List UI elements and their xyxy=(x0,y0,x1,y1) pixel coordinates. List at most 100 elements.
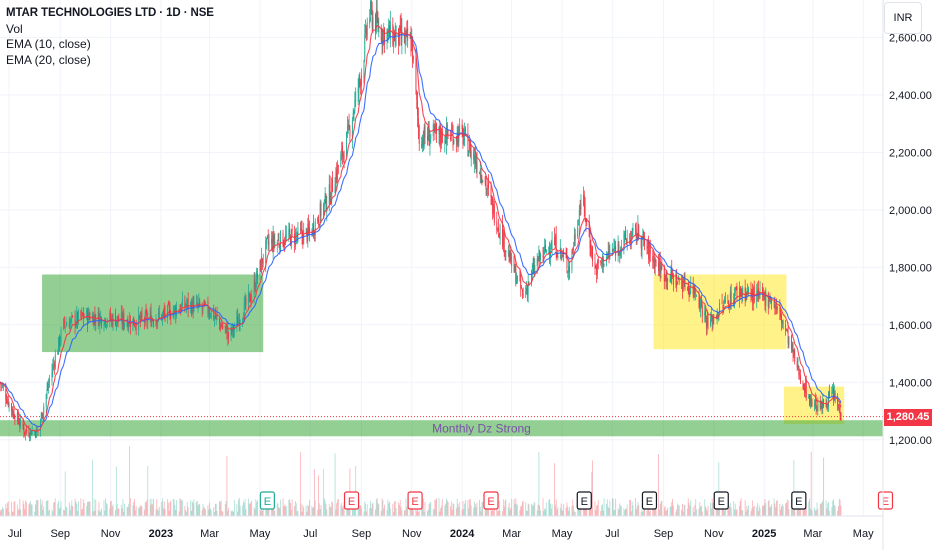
volume-bar xyxy=(601,504,603,516)
volume-bar xyxy=(48,510,50,516)
candle-body xyxy=(2,385,3,387)
candle-body xyxy=(388,25,390,30)
candle-body xyxy=(520,279,522,289)
candle-body xyxy=(521,287,522,289)
candle-body xyxy=(30,429,31,436)
candle-body xyxy=(331,177,333,197)
candle-body xyxy=(540,253,541,261)
volume-bar xyxy=(712,502,714,516)
earnings-marker-box xyxy=(259,491,275,510)
volume-bar xyxy=(423,511,425,516)
earnings-marker-label: E xyxy=(264,496,271,508)
candle-body xyxy=(31,430,33,435)
candle-body xyxy=(81,312,83,316)
candle-body xyxy=(282,232,284,247)
volume-bar xyxy=(83,503,85,516)
candle-body xyxy=(759,288,761,291)
candle-body xyxy=(199,301,201,306)
volume-bar xyxy=(2,508,4,516)
legend-ema10[interactable]: EMA (10, close) xyxy=(6,37,91,51)
candle-body xyxy=(742,288,744,296)
candle-body xyxy=(788,336,790,346)
volume-bar xyxy=(653,509,655,516)
volume-bar xyxy=(406,507,408,516)
candle-body xyxy=(832,389,834,392)
candle-body xyxy=(712,317,714,324)
candle-body xyxy=(132,319,134,330)
candle-body xyxy=(278,240,280,245)
candle-body xyxy=(776,306,777,309)
candle-body xyxy=(219,318,220,324)
volume-bar xyxy=(180,498,182,516)
legend-volume[interactable]: Vol xyxy=(6,21,23,36)
candle-body xyxy=(640,239,642,248)
volume-bar xyxy=(759,508,761,516)
legend-title[interactable]: MTAR TECHNOLOGIES LTD · 1D · NSE xyxy=(6,7,214,19)
candle-body xyxy=(596,266,598,276)
volume-bar xyxy=(559,508,561,516)
volume-bar xyxy=(184,505,186,516)
candle-body xyxy=(208,313,210,316)
volume-bar xyxy=(686,508,688,516)
candle-body xyxy=(250,300,252,302)
candle-body xyxy=(86,309,88,319)
candle-body xyxy=(318,219,319,223)
candle-body xyxy=(324,193,326,202)
candle-body xyxy=(825,403,827,407)
x-tick-label: 2025 xyxy=(752,528,776,540)
candle-body xyxy=(157,319,159,325)
candle-body xyxy=(1,384,3,386)
volume-bar xyxy=(400,506,402,516)
volume-bar xyxy=(378,504,380,516)
candle-body xyxy=(786,329,788,332)
candle-body xyxy=(513,255,515,273)
volume-bar xyxy=(428,504,430,516)
volume-bar xyxy=(216,510,218,516)
volume-bar xyxy=(560,503,562,516)
volume-bar xyxy=(11,511,13,516)
volume-bar xyxy=(620,505,622,516)
candle-body xyxy=(698,297,700,307)
candle-body xyxy=(257,273,258,277)
volume-bar xyxy=(272,507,274,516)
candle-body xyxy=(625,230,626,240)
volume-bar xyxy=(785,502,787,516)
volume-bar xyxy=(742,510,744,516)
volume-bar xyxy=(299,452,301,516)
volume-bar xyxy=(254,508,256,516)
volume-bar xyxy=(724,510,726,516)
currency-button[interactable]: INR xyxy=(884,2,922,34)
candle-body xyxy=(782,322,784,324)
volume-bar xyxy=(445,503,447,516)
volume-bar xyxy=(509,510,511,516)
volume-bar xyxy=(80,498,82,516)
volume-bar xyxy=(814,510,816,516)
candle-body xyxy=(716,314,718,319)
candle-body xyxy=(487,184,489,190)
candle-body xyxy=(660,266,662,274)
candle-body xyxy=(682,286,684,290)
volume-bar xyxy=(340,505,342,516)
candle-body xyxy=(359,76,361,80)
volume-bar xyxy=(672,498,674,516)
volume-bar xyxy=(186,502,188,516)
candle-body xyxy=(375,14,376,32)
volume-bar xyxy=(348,505,350,516)
candle-body xyxy=(410,37,412,52)
volume-bar xyxy=(190,500,192,516)
earnings-marker: E xyxy=(483,491,499,510)
candle-body xyxy=(64,326,66,328)
candle-body xyxy=(678,278,680,282)
candle-body xyxy=(681,282,683,284)
legend-ema20[interactable]: EMA (20, close) xyxy=(6,52,91,67)
volume-bar xyxy=(399,500,401,516)
candle-body xyxy=(41,412,43,419)
volume-bar xyxy=(199,503,201,516)
candle-body xyxy=(615,245,617,256)
candle-body xyxy=(625,239,627,243)
volume-bar xyxy=(542,498,544,516)
candle-body xyxy=(169,309,171,319)
volume-bar xyxy=(615,498,617,516)
candle-body xyxy=(486,189,488,190)
